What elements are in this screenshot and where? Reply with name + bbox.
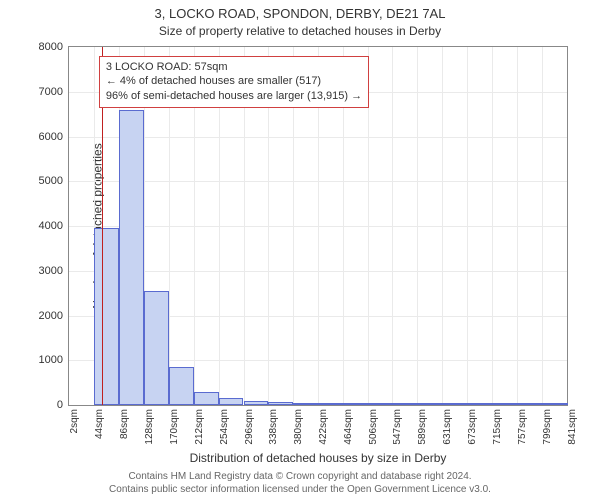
y-tick-label: 6000 (39, 131, 63, 143)
x-tick-label: 128sqm (144, 409, 155, 445)
grid-line-x (517, 47, 518, 405)
histogram-bar (119, 110, 144, 405)
x-tick-label: 757sqm (517, 409, 528, 445)
histogram-bar (219, 398, 244, 405)
chart-footer: Contains HM Land Registry data © Crown c… (0, 470, 600, 496)
footer-line-2: Contains public sector information licen… (0, 483, 600, 496)
y-tick-label: 7000 (39, 86, 63, 98)
x-tick-label: 841sqm (567, 409, 578, 445)
x-tick-label: 212sqm (194, 409, 205, 445)
histogram-bar (194, 392, 219, 405)
histogram-bar (393, 403, 418, 405)
x-axis-label: Distribution of detached houses by size … (69, 451, 567, 465)
y-tick-label: 0 (57, 399, 63, 411)
histogram-bar (244, 401, 269, 405)
chart-plot-area: Number of detached properties Distributi… (68, 46, 568, 406)
x-tick-label: 338sqm (268, 409, 279, 445)
grid-line-x (467, 47, 468, 405)
histogram-bar (418, 403, 443, 405)
histogram-bar (169, 367, 194, 405)
y-tick-label: 3000 (39, 265, 63, 277)
grid-line-x (392, 47, 393, 405)
histogram-bar (543, 403, 568, 405)
histogram-bar (443, 403, 468, 405)
x-tick-label: 2sqm (69, 409, 80, 433)
histogram-bar (268, 402, 293, 405)
histogram-bar (293, 403, 318, 405)
annotation-line: 3 LOCKO ROAD: 57sqm (106, 60, 362, 75)
histogram-bar (144, 291, 169, 405)
x-tick-label: 422sqm (318, 409, 329, 445)
histogram-bar (318, 403, 343, 405)
x-tick-label: 715sqm (492, 409, 503, 445)
y-tick-label: 2000 (39, 310, 63, 322)
x-tick-label: 589sqm (417, 409, 428, 445)
histogram-bar (493, 403, 518, 405)
histogram-bar (343, 403, 368, 405)
x-tick-label: 464sqm (343, 409, 354, 445)
x-tick-label: 547sqm (392, 409, 403, 445)
chart-title: 3, LOCKO ROAD, SPONDON, DERBY, DE21 7AL (0, 6, 600, 21)
grid-line-x (492, 47, 493, 405)
y-tick-label: 1000 (39, 354, 63, 366)
y-tick-label: 4000 (39, 220, 63, 232)
histogram-bar (468, 403, 493, 405)
x-tick-label: 170sqm (169, 409, 180, 445)
x-tick-label: 44sqm (94, 409, 105, 439)
x-tick-label: 380sqm (293, 409, 304, 445)
y-tick-label: 8000 (39, 41, 63, 53)
grid-line-x (417, 47, 418, 405)
x-tick-label: 296sqm (244, 409, 255, 445)
histogram-bar (94, 228, 119, 405)
histogram-bar (518, 403, 543, 405)
histogram-bar (368, 403, 393, 405)
footer-line-1: Contains HM Land Registry data © Crown c… (0, 470, 600, 483)
x-tick-label: 86sqm (119, 409, 130, 439)
grid-line-x (442, 47, 443, 405)
annotation-box: 3 LOCKO ROAD: 57sqm← 4% of detached hous… (99, 56, 369, 109)
y-tick-label: 5000 (39, 175, 63, 187)
x-tick-label: 799sqm (542, 409, 553, 445)
x-tick-label: 673sqm (467, 409, 478, 445)
x-tick-label: 254sqm (219, 409, 230, 445)
grid-line-x (542, 47, 543, 405)
annotation-line: 96% of semi-detached houses are larger (… (106, 89, 362, 104)
x-tick-label: 506sqm (368, 409, 379, 445)
annotation-line: ← 4% of detached houses are smaller (517… (106, 74, 362, 89)
x-tick-label: 631sqm (442, 409, 453, 445)
chart-subtitle: Size of property relative to detached ho… (0, 24, 600, 38)
